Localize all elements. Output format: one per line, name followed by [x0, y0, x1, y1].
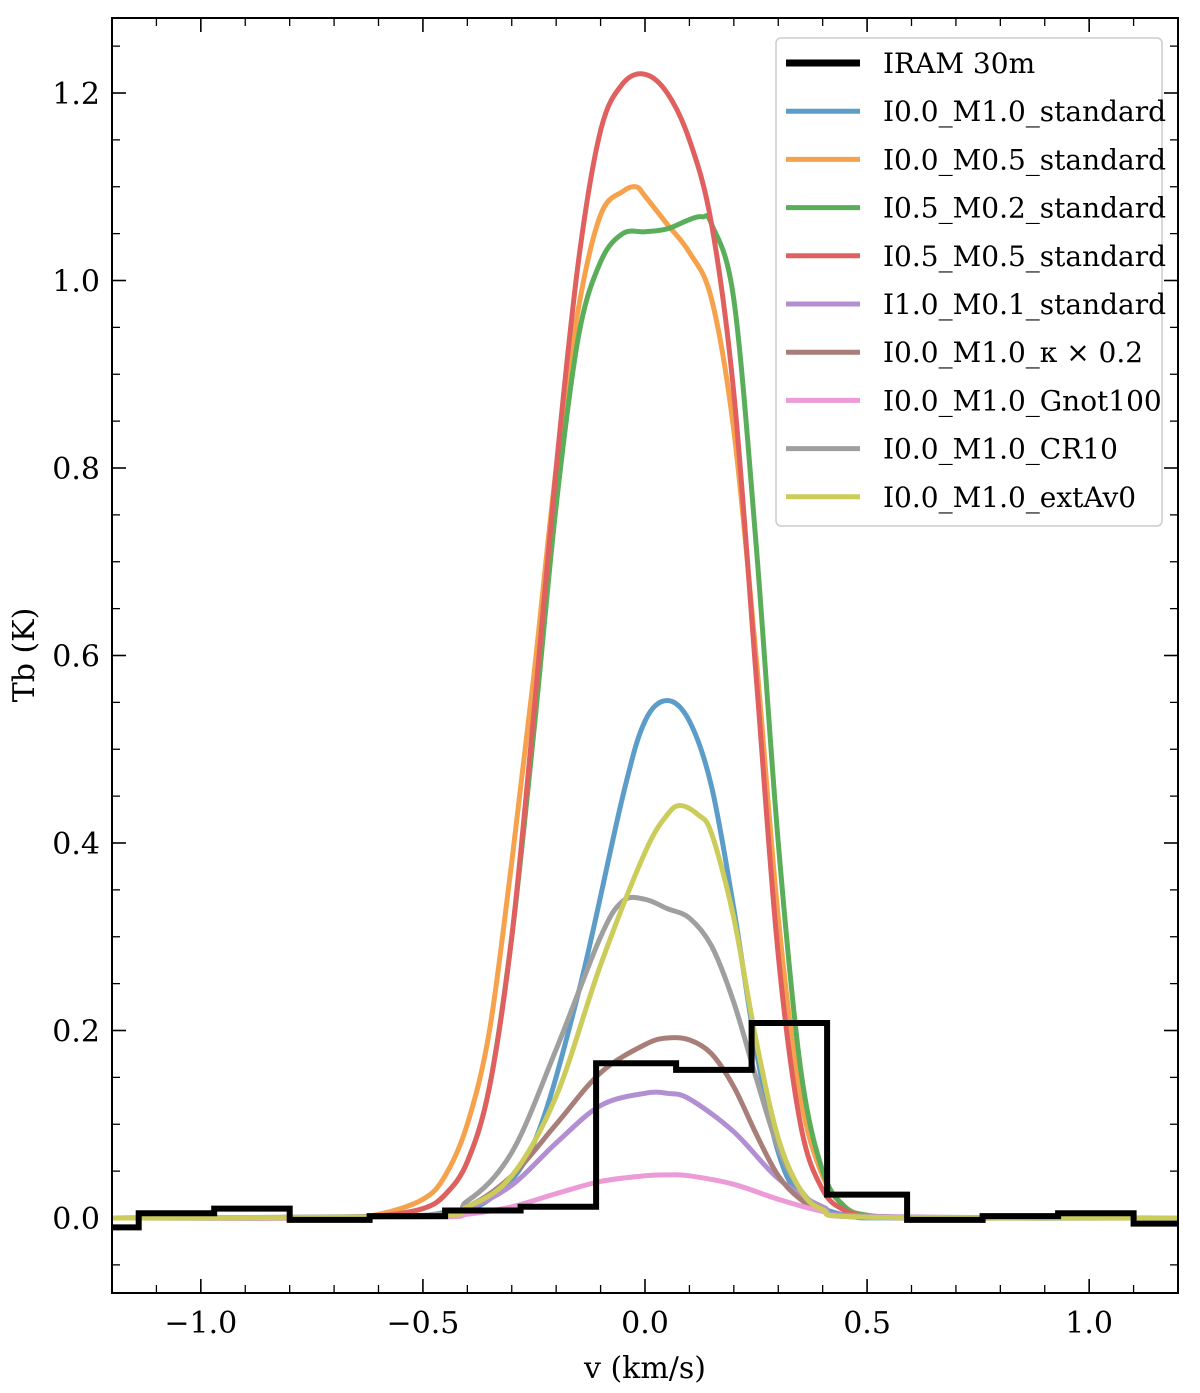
observed-step-line — [112, 1020, 1178, 1231]
y-tick-label: 0.6 — [52, 640, 100, 675]
x-tick-label: −0.5 — [386, 1306, 459, 1341]
y-tick-label: 1.2 — [52, 77, 100, 112]
x-tick-label: 1.0 — [1065, 1306, 1113, 1341]
y-axis-label: Tb (K) — [7, 608, 42, 703]
legend-label: I0.0_M1.0_standard — [883, 95, 1166, 128]
x-tick-label: 0.0 — [621, 1306, 669, 1341]
legend-box — [775, 37, 1163, 527]
legend-label: I0.5_M0.5_standard — [883, 240, 1166, 273]
y-tick-label: 0.8 — [52, 452, 100, 487]
legend-label: I1.0_M0.1_standard — [883, 288, 1166, 321]
legend-label: I0.0_M1.0_CR10 — [883, 433, 1118, 466]
legend: IRAM 30m I0.0_M1.0_standard I0.0_M0.5_stan… — [775, 37, 1166, 527]
legend-label: I0.0_M1.0_κ × 0.2 — [883, 336, 1143, 369]
series-line-5 — [112, 1089, 1178, 1221]
y-tick-label: 0.2 — [52, 1015, 100, 1050]
axis-tick-labels: −1.0 −0.5 0.0 0.5 1.0 0.0 0.2 0.4 0.6 0.8 1.0 1.2 — [52, 77, 1113, 1341]
y-tick-label: 1.0 — [52, 265, 100, 300]
plot-series — [112, 71, 1178, 1231]
series-line-9 — [112, 803, 1178, 1221]
x-axis-label: v (km/s) — [583, 1351, 706, 1386]
series-line-1 — [112, 698, 1178, 1221]
y-tick-label: 0.0 — [52, 1202, 100, 1237]
series-line-4 — [112, 71, 1178, 1221]
plot-frame — [111, 17, 1179, 1294]
legend-label: I0.0_M1.0_Gnot100 — [883, 384, 1162, 417]
x-tick-label: 0.5 — [843, 1306, 891, 1341]
y-tick-label: 0.4 — [52, 827, 100, 862]
legend-label: I0.0_M1.0_extAv0 — [883, 481, 1136, 514]
x-tick-label: −1.0 — [164, 1306, 237, 1341]
legend-label: IRAM 30m — [883, 47, 1035, 80]
legend-label: I0.5_M0.2_standard — [883, 192, 1166, 225]
legend-label: I0.0_M0.5_standard — [883, 143, 1166, 176]
series-line-8 — [112, 894, 1178, 1221]
